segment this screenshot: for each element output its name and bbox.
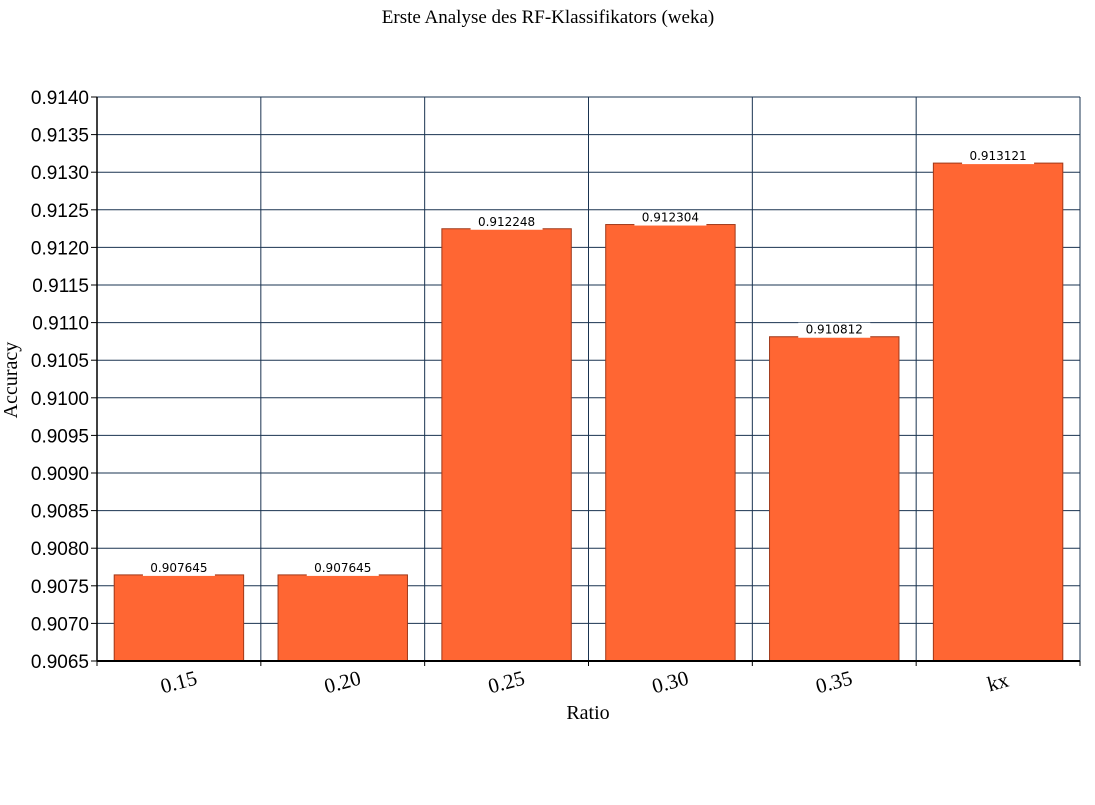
y-tick-label: 0.9110: [32, 314, 89, 335]
y-tick-label: 0.9125: [31, 201, 89, 222]
y-tick-label: 0.9105: [31, 351, 89, 372]
y-tick-label: 0.9130: [31, 163, 89, 184]
x-tick-label: 0.20: [322, 666, 364, 699]
x-tick-label: 0.15: [158, 666, 200, 699]
bar-0.15: [113, 574, 245, 662]
x-tick-label: 0.30: [649, 666, 691, 699]
data-label: 0.910812: [806, 323, 863, 337]
x-tick-label: 0.25: [485, 666, 527, 699]
y-tick-label: 0.9100: [31, 389, 89, 410]
y-tick-label: 0.9070: [31, 614, 89, 635]
y-tick-label: 0.9115: [32, 276, 89, 297]
data-label-background: [470, 214, 543, 230]
x-tick-label: 0.35: [813, 666, 855, 699]
data-label: 0.912248: [478, 215, 535, 229]
y-tick-label: 0.9135: [31, 126, 89, 147]
bar-0.20: [277, 574, 408, 662]
bar-kx: [932, 162, 1064, 662]
y-tick-label: 0.9120: [31, 238, 89, 259]
data-label: 0.913121: [969, 149, 1026, 163]
y-tick-label: 0.9085: [31, 502, 89, 523]
y-tick-label: 0.9080: [31, 539, 89, 560]
y-axis-title: Accuracy: [0, 342, 22, 419]
x-tick-label: kx: [985, 668, 1012, 697]
y-tick-label: 0.9140: [31, 88, 89, 109]
y-tick-label: 0.9090: [31, 464, 89, 485]
axes: [91, 96, 1081, 666]
data-label: 0.907645: [150, 561, 207, 575]
chart-title: Erste Analyse des RF-Klassifikators (wek…: [382, 7, 714, 28]
data-label: 0.912304: [642, 211, 699, 225]
data-labels: 0.907645 0.907645 0.912248 0.912304 0.910812…: [142, 149, 1035, 576]
data-label-background: [142, 560, 215, 576]
y-tick-label: 0.9075: [31, 577, 89, 598]
bar-0.35: [769, 336, 900, 662]
bars: [113, 162, 1064, 662]
data-label-background: [798, 322, 871, 338]
data-label-background: [962, 149, 1035, 165]
x-tick-labels: 0.15 0.20 0.25 0.30 0.35 kx: [158, 666, 1012, 699]
y-tick-label: 0.9065: [31, 652, 89, 673]
y-tick-labels: 0.9065 0.9070 0.9075 0.9080 0.9085 0.9090 0.90…: [31, 88, 89, 673]
bar-0.25: [441, 228, 572, 662]
y-tick-label: 0.9095: [31, 426, 89, 447]
data-label: 0.907645: [314, 561, 371, 575]
grid: [96, 96, 1081, 662]
data-label-background: [634, 210, 707, 226]
x-axis-title: Ratio: [566, 702, 609, 724]
data-label-background: [306, 560, 379, 576]
bar-0.30: [605, 224, 736, 662]
